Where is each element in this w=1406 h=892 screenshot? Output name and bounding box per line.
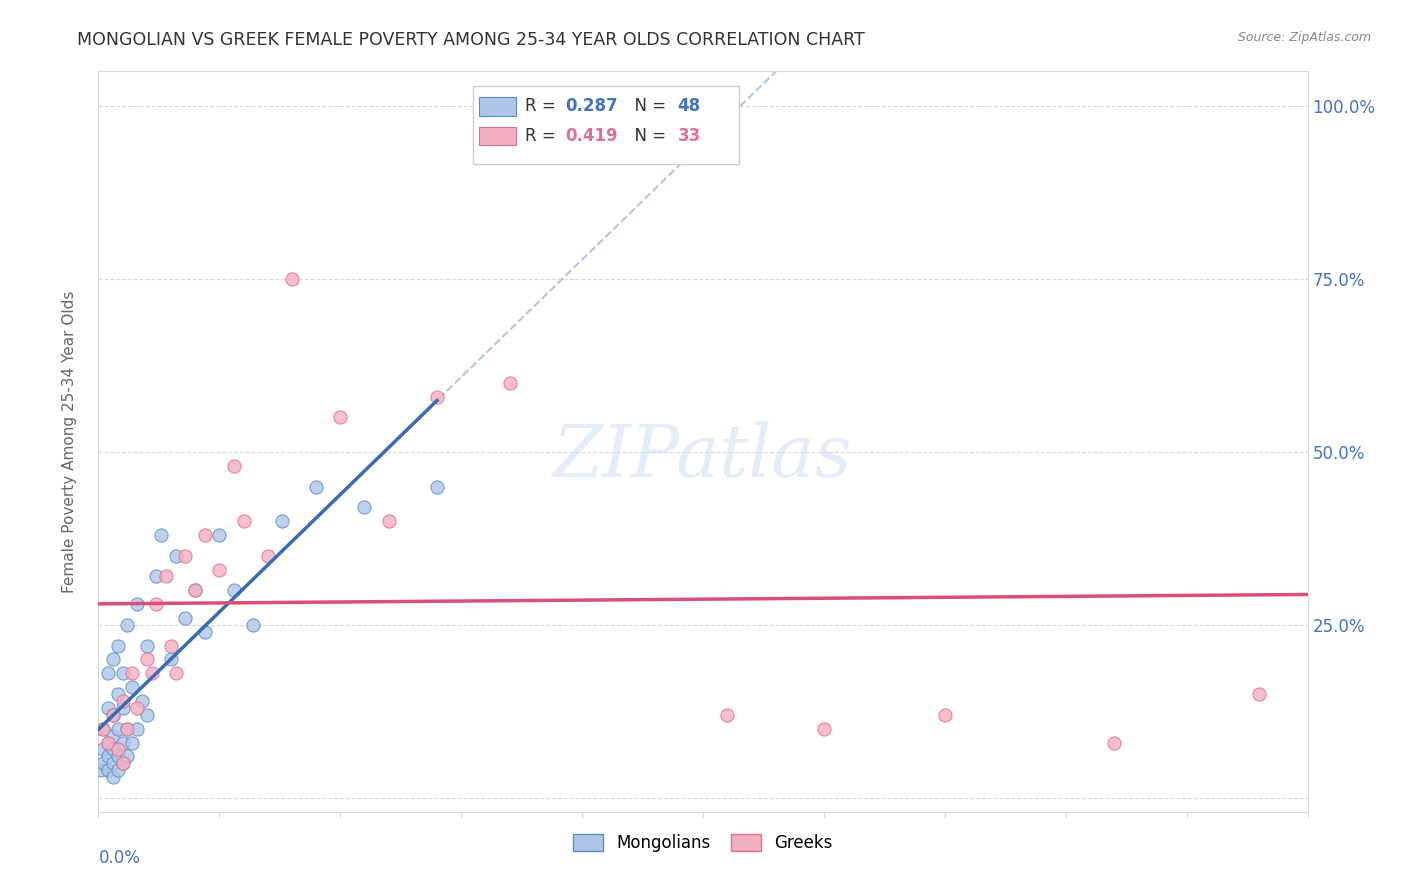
Point [281, 272, 304, 286]
Point [174, 611, 197, 625]
Point [111, 735, 134, 749]
Point [716, 707, 738, 722]
Point [426, 479, 449, 493]
Point [131, 694, 153, 708]
Point [155, 569, 177, 583]
Point [97, 701, 120, 715]
Point [305, 479, 328, 493]
Point [121, 680, 143, 694]
Point [426, 390, 449, 404]
Point [353, 500, 375, 515]
Point [107, 639, 129, 653]
Point [145, 597, 167, 611]
Point [101, 742, 124, 756]
Point [91, 742, 114, 756]
Point [813, 722, 835, 736]
Point [117, 722, 139, 736]
Point [127, 722, 149, 736]
Point [101, 707, 124, 722]
Point [101, 729, 124, 743]
Point [111, 694, 134, 708]
Text: MONGOLIAN VS GREEK FEMALE POVERTY AMONG 25-34 YEAR OLDS CORRELATION CHART: MONGOLIAN VS GREEK FEMALE POVERTY AMONG … [77, 31, 865, 49]
Text: 0.0%: 0.0% [98, 849, 141, 867]
Point [141, 666, 163, 681]
Text: R =: R = [526, 127, 561, 145]
Point [135, 707, 157, 722]
FancyBboxPatch shape [479, 127, 516, 145]
Point [1249, 687, 1271, 701]
Point [97, 763, 120, 777]
Point [222, 583, 245, 598]
Point [91, 756, 114, 771]
Point [160, 652, 183, 666]
Point [97, 666, 120, 681]
Point [194, 528, 217, 542]
Point [165, 549, 187, 563]
Point [329, 410, 352, 425]
Point [232, 514, 254, 528]
Point [111, 701, 134, 715]
Point [117, 749, 139, 764]
Point [121, 666, 143, 681]
Point [107, 742, 129, 756]
Point [127, 597, 149, 611]
Point [571, 134, 593, 148]
Point [107, 763, 129, 777]
Point [135, 639, 157, 653]
Text: 0.419: 0.419 [565, 127, 617, 145]
Text: N =: N = [624, 127, 672, 145]
Point [111, 756, 134, 771]
Point [377, 514, 399, 528]
Point [165, 666, 187, 681]
Point [97, 749, 120, 764]
Point [184, 583, 207, 598]
Text: 48: 48 [678, 97, 700, 115]
Y-axis label: Female Poverty Among 25-34 Year Olds: Female Poverty Among 25-34 Year Olds [62, 291, 77, 592]
Point [242, 618, 264, 632]
Point [256, 549, 278, 563]
Point [1102, 735, 1125, 749]
Point [127, 701, 149, 715]
Point [208, 528, 231, 542]
Point [97, 735, 120, 749]
Legend: Mongolians, Greeks: Mongolians, Greeks [567, 828, 839, 859]
FancyBboxPatch shape [479, 97, 516, 116]
Point [97, 735, 120, 749]
Point [135, 652, 157, 666]
Text: ZIPatlas: ZIPatlas [553, 421, 853, 491]
Point [111, 756, 134, 771]
Text: Source: ZipAtlas.com: Source: ZipAtlas.com [1237, 31, 1371, 45]
Point [117, 618, 139, 632]
Point [160, 639, 183, 653]
Point [111, 666, 134, 681]
Point [101, 652, 124, 666]
Text: R =: R = [526, 97, 561, 115]
Point [498, 376, 520, 390]
Text: 0.287: 0.287 [565, 97, 617, 115]
Point [107, 687, 129, 701]
FancyBboxPatch shape [474, 87, 740, 164]
Point [107, 722, 129, 736]
Point [222, 458, 245, 473]
Point [184, 583, 207, 598]
Point [101, 770, 124, 784]
Point [271, 514, 294, 528]
Point [208, 563, 231, 577]
Point [91, 722, 114, 736]
Point [194, 624, 217, 639]
Point [150, 528, 173, 542]
Point [101, 756, 124, 771]
Point [117, 722, 139, 736]
Point [101, 707, 124, 722]
Text: 33: 33 [678, 127, 700, 145]
Point [145, 569, 167, 583]
Point [121, 735, 143, 749]
Text: N =: N = [624, 97, 672, 115]
Point [174, 549, 197, 563]
Point [90, 763, 112, 777]
Point [107, 749, 129, 764]
Point [934, 707, 956, 722]
Point [91, 722, 114, 736]
